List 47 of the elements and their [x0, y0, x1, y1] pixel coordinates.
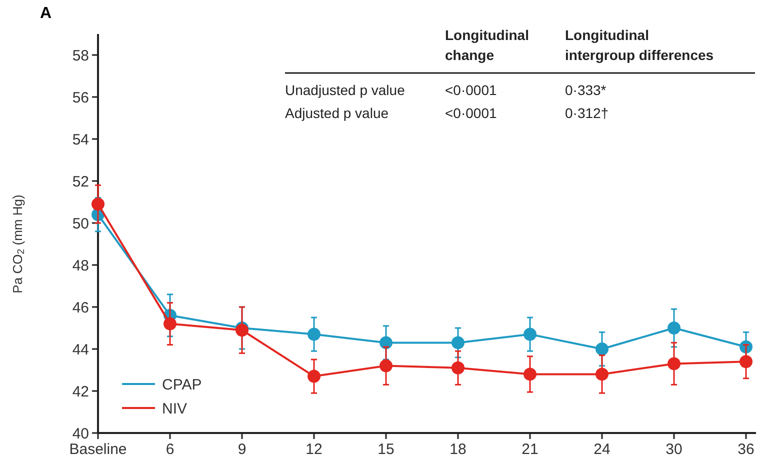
- point: [308, 370, 320, 383]
- point: [668, 357, 680, 370]
- y-tick-label: 48: [72, 257, 89, 274]
- y-tick-label: 58: [72, 47, 89, 64]
- y-tick-label: 42: [72, 383, 89, 400]
- annotation: 0·312†: [565, 105, 609, 121]
- x-tick-label: 9: [238, 441, 246, 458]
- x-tick-label: 21: [522, 441, 538, 458]
- x-tick-label: 12: [306, 441, 322, 458]
- y-tick-label: 52: [72, 173, 89, 190]
- point: [524, 328, 536, 341]
- annotation: <0·0001: [445, 105, 497, 121]
- point: [308, 328, 320, 341]
- legend-label: NIV: [162, 400, 188, 418]
- y-tick-label: 50: [72, 215, 89, 232]
- point: [380, 336, 392, 350]
- point: [380, 359, 392, 372]
- y-tick-label: 54: [72, 131, 89, 148]
- annotation: Longitudinal intergroup differences: [565, 27, 714, 63]
- x-tick-label: 30: [666, 441, 682, 458]
- point: [596, 342, 608, 356]
- point: [740, 355, 752, 368]
- chart-title: A: [40, 5, 52, 22]
- y-tick-label: 44: [72, 341, 89, 358]
- annotation: 0·333*: [565, 82, 607, 98]
- x-tick-label: Baseline: [69, 441, 127, 458]
- annotation: Adjusted p value: [285, 105, 389, 121]
- point: [668, 322, 680, 334]
- point: [92, 198, 104, 211]
- annotation: <0·0001: [445, 82, 497, 98]
- point: [596, 368, 608, 381]
- point: [452, 336, 464, 350]
- point: [452, 361, 464, 374]
- x-tick-label: 36: [738, 441, 754, 458]
- point: [236, 324, 248, 337]
- x-tick-label: 18: [450, 441, 466, 458]
- x-tick-label: 24: [594, 441, 610, 458]
- point: [524, 368, 536, 381]
- x-tick-label: 15: [378, 441, 394, 458]
- y-tick-label: 56: [72, 89, 89, 106]
- y-tick-label: 40: [72, 425, 89, 442]
- x-tick-label: 6: [166, 441, 174, 458]
- annotation: Unadjusted p value: [285, 82, 406, 98]
- point: [164, 317, 176, 330]
- legend-label: CPAP: [162, 376, 202, 394]
- y-tick-label: 46: [72, 299, 89, 316]
- annotation: Longitudinal change: [445, 27, 529, 63]
